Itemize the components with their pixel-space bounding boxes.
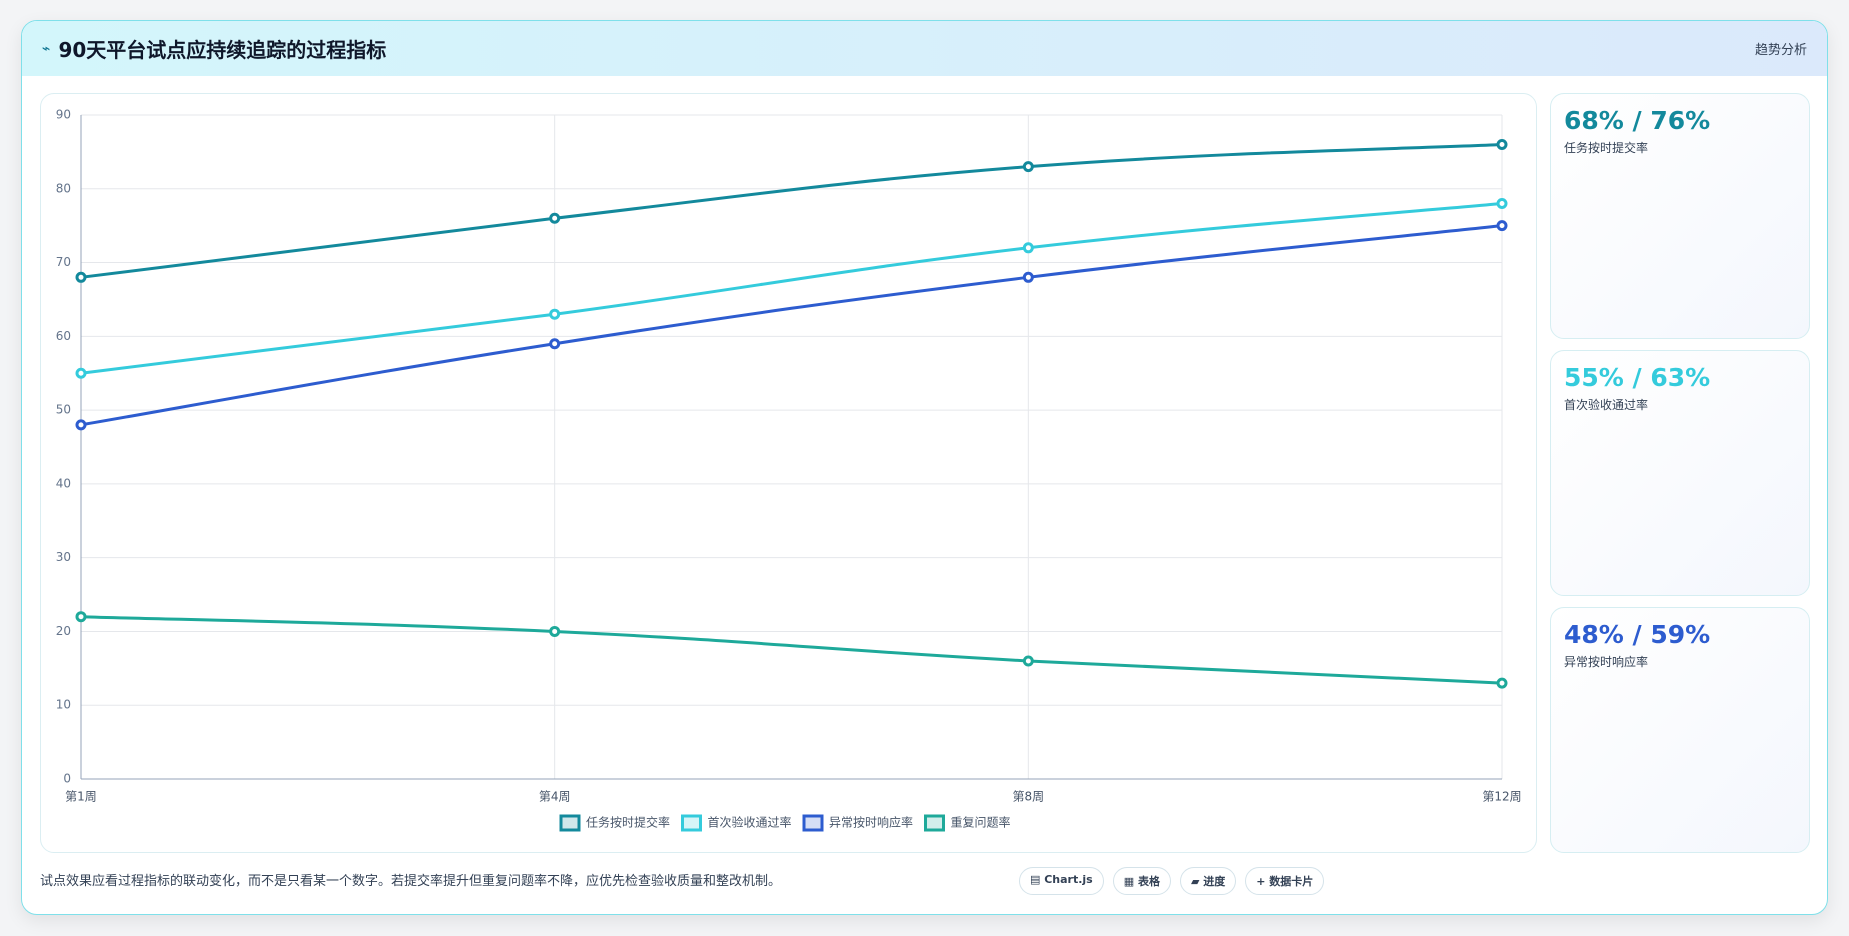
- point: [1496, 198, 1508, 210]
- series-line: [80, 615, 1503, 685]
- point: [549, 308, 561, 320]
- legend-swatch: [802, 814, 824, 832]
- stat-value: 55% / 63%: [1564, 363, 1711, 392]
- point: [1022, 655, 1034, 667]
- x-tick-label: 第12周: [1482, 790, 1521, 804]
- point: [75, 271, 87, 283]
- y-tick-label: 80: [56, 181, 71, 195]
- legend-label: 首次验收通过率: [708, 815, 792, 830]
- point: [1022, 161, 1034, 173]
- y-tick-label: 50: [56, 403, 71, 417]
- button[interactable]: ▰ 进度: [1179, 867, 1237, 895]
- stat-label: 任务按时提交率: [1564, 141, 1649, 155]
- point: [1022, 271, 1034, 283]
- series-line: [80, 202, 1503, 375]
- stat-card: 55% / 63% 首次验收通过率: [1550, 350, 1810, 596]
- point: [549, 625, 561, 637]
- point: [1496, 139, 1508, 151]
- y-tick-label: 30: [56, 550, 71, 564]
- legend-label: 重复问题率: [951, 815, 1011, 830]
- header-icon: ⌁: [42, 40, 51, 57]
- title: 90天平台试点应持续追踪的过程指标: [58, 38, 387, 62]
- point: [549, 338, 561, 350]
- series-line: [80, 224, 1503, 427]
- legend-swatch: [559, 814, 581, 832]
- y-tick-label: 70: [56, 255, 71, 269]
- series-line: [80, 143, 1503, 279]
- point: [75, 611, 87, 623]
- point: [75, 367, 87, 379]
- x-tick-label: 第8周: [1013, 790, 1045, 804]
- tag[interactable]: 趋势分析: [1754, 43, 1807, 58]
- stat-value: 48% / 59%: [1564, 620, 1711, 649]
- button[interactable]: ▦ 表格: [1112, 867, 1171, 895]
- x-tick-label: 第1周: [65, 790, 97, 804]
- button[interactable]: ▤ Chart.js: [1019, 867, 1104, 895]
- stat-card: 68% / 76% 任务按时提交率: [1550, 93, 1810, 339]
- y-tick-label: 60: [56, 329, 71, 343]
- legend-label: 异常按时响应率: [829, 815, 913, 830]
- point: [75, 419, 87, 431]
- legend-swatch: [924, 814, 945, 832]
- legend-swatch: [681, 814, 702, 832]
- point: [1496, 677, 1508, 689]
- stat-label: 异常按时响应率: [1564, 655, 1649, 669]
- footer-note: 试点效果应看过程指标的联动变化，而不是只看某一个数字。若提交率提升但重复问题率不…: [40, 874, 782, 889]
- point: [549, 212, 561, 224]
- x-tick-label: 第4周: [539, 790, 571, 804]
- header: ⌁ 90天平台试点应持续追踪的过程指标 趋势分析: [22, 21, 1827, 76]
- y-tick-label: 20: [56, 624, 71, 638]
- stat-value: 68% / 76%: [1564, 106, 1711, 135]
- buttons: ▤ Chart.js ▦ 表格 ▰ 进度 + 数据卡片: [1019, 867, 1325, 895]
- point: [1022, 242, 1034, 254]
- legend-label: 任务按时提交率: [586, 815, 670, 830]
- y-tick-label: 90: [56, 108, 71, 122]
- chart-box: 0 10 20 30 40 50 60 70 80 90 第1周 第4周 第8周 第12周任务按时提交率 首…: [40, 93, 1537, 853]
- stat-card: 48% / 59% 异常按时响应率: [1550, 607, 1810, 853]
- button[interactable]: + 数据卡片: [1245, 867, 1325, 895]
- point: [1496, 220, 1508, 232]
- y-tick-label: 10: [56, 698, 71, 712]
- panel: ⌁ 90天平台试点应持续追踪的过程指标 趋势分析 0 10 20 30 40 50 60 70…: [21, 20, 1828, 915]
- stat-label: 首次验收通过率: [1564, 398, 1649, 412]
- y-tick-label: 0: [63, 772, 71, 786]
- y-tick-label: 40: [56, 476, 71, 490]
